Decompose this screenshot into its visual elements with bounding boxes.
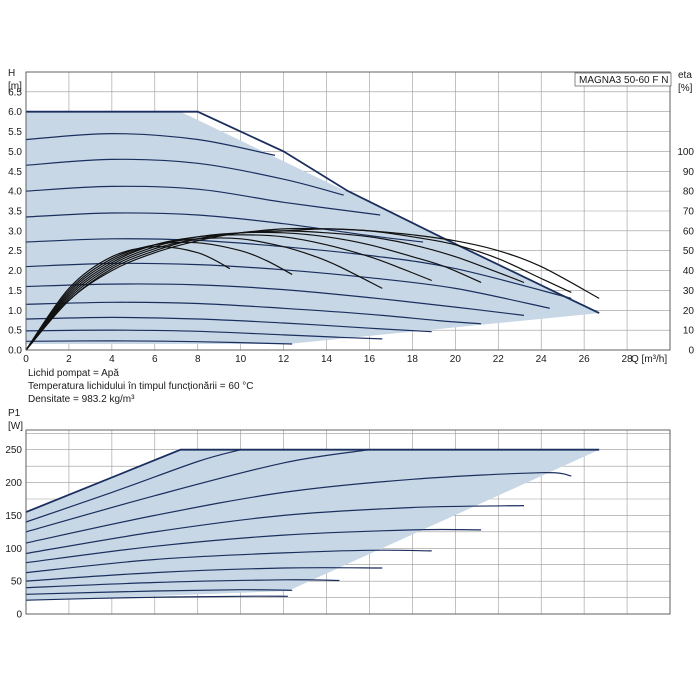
efficiency-tick: 20 [683, 306, 695, 317]
power-curve [25, 579, 340, 589]
flow-axis-label: Q [m³/h] [631, 354, 667, 365]
efficiency-tick: 30 [683, 286, 695, 297]
efficiency-curve [25, 228, 600, 351]
efficiency-tick: 90 [683, 167, 695, 178]
efficiency-tick-labels: 0 10 20 30 40 50 60 70 80 90 100 [677, 147, 694, 357]
efficiency-axis-unit: [%] [678, 83, 693, 94]
power-curve [25, 449, 241, 523]
efficiency-tick: 50 [683, 246, 695, 257]
efficiency-tick: 100 [677, 147, 694, 158]
fluid-note: Lichid pompat = Apă [28, 368, 119, 379]
flow-tick-label: 28 [622, 354, 634, 365]
head-tick-label: 1.5 [8, 286, 22, 297]
head-tick-label: 3.5 [8, 207, 22, 218]
flow-tick-label: 24 [536, 354, 548, 365]
head-tick-label: 5.0 [8, 147, 22, 158]
flow-tick-label: 20 [450, 354, 462, 365]
model-label: MAGNA3 50-60 F N [579, 75, 668, 86]
efficiency-curve [25, 241, 293, 351]
power-curve [25, 448, 600, 513]
temperature-note: Temperatura lichidului în timpul funcțio… [28, 381, 254, 392]
head-tick-label: 4.0 [8, 187, 22, 198]
power-tick-label: 250 [5, 445, 22, 456]
efficiency-tick: 60 [683, 226, 695, 237]
head-tick-label: 4.5 [8, 167, 22, 178]
head-y-tick-labels: 0.0 0.5 1.0 1.5 2.0 2.5 3.0 3.5 4.0 4.5 5.0 5.5 6.0 6… [8, 87, 22, 356]
flow-tick-label: 10 [235, 354, 247, 365]
power-curve [25, 549, 432, 574]
power-axis-unit: [W] [8, 421, 23, 432]
power-envelope-area [26, 449, 600, 601]
power-curves [25, 448, 600, 601]
head-curve [26, 110, 600, 314]
flow-tick-label: 18 [407, 354, 419, 365]
efficiency-curve [25, 246, 231, 351]
head-tick-label: 3.0 [8, 226, 22, 237]
power-y-tick-labels: 0 50 100 150 200 250 [5, 445, 22, 620]
power-curve [25, 449, 370, 533]
flow-tick-label: 14 [321, 354, 333, 365]
efficiency-tick: 70 [683, 207, 695, 218]
head-chart: 0 2 4 6 8 10 12 14 16 18 20 22 24 26 28 0.00.51.01.52.… [8, 68, 694, 365]
power-curve [25, 505, 525, 555]
head-tick-label: 1.0 [8, 306, 22, 317]
model-label-box [574, 72, 672, 87]
power-tick-label: 100 [5, 544, 22, 555]
flow-tick-label: 2 [66, 354, 72, 365]
power-chart: 0 50 100 150 200 250 P1 [W] [5, 408, 671, 621]
head-tick-label: 0.0 [8, 346, 22, 357]
efficiency-tick: 0 [688, 346, 694, 357]
power-chart-frame [25, 429, 671, 615]
efficiency-axis-label: eta [678, 70, 692, 81]
head-tick-label: 0.5 [8, 326, 22, 337]
head-x-tick-labels: 0 2 4 6 8 10 12 14 16 18 20 22 24 26 28 [23, 354, 633, 365]
head-tick-label: 6.5 [8, 87, 22, 98]
flow-tick-label: 6 [152, 354, 158, 365]
power-curve [25, 567, 383, 582]
flow-tick-label: 16 [364, 354, 376, 365]
efficiency-curve [25, 227, 572, 351]
power-curve [25, 595, 288, 601]
efficiency-curves [25, 227, 600, 351]
efficiency-tick: 40 [683, 266, 695, 277]
power-tick-label: 200 [5, 478, 22, 489]
flow-tick-label: 26 [579, 354, 591, 365]
flow-tick-label: 8 [195, 354, 201, 365]
head-curve [25, 316, 432, 333]
head-chart-frame [25, 71, 671, 351]
power-tick-label: 150 [5, 511, 22, 522]
flow-tick-label: 12 [278, 354, 290, 365]
head-curve [25, 340, 293, 345]
efficiency-curve [25, 231, 482, 351]
efficiency-tick: 80 [683, 187, 695, 198]
flow-tick-label: 4 [109, 354, 115, 365]
head-curve [25, 185, 381, 216]
power-tick-label: 50 [11, 577, 23, 588]
head-curve [25, 132, 276, 156]
head-curve [25, 329, 383, 340]
head-axis-label: H [8, 68, 15, 79]
power-curve [25, 589, 293, 595]
head-tick-label: 6.0 [8, 107, 22, 118]
efficiency-curve [25, 237, 383, 351]
efficiency-tick: 10 [683, 326, 695, 337]
head-axis-unit: [m] [8, 81, 22, 92]
head-curve [25, 283, 525, 316]
power-axis-label: P1 [8, 408, 21, 419]
flow-tick-label: 22 [493, 354, 505, 365]
flow-tick-label: 0 [23, 354, 29, 365]
power-curve [25, 472, 572, 544]
head-tick-label: 5.5 [8, 127, 22, 138]
power-curve [25, 528, 482, 564]
density-note: Densitate = 983.2 kg/m³ [28, 394, 135, 405]
head-curve [25, 158, 344, 196]
head-tick-label: 2.0 [8, 266, 22, 277]
head-curve [25, 212, 424, 243]
head-tick-label: 2.5 [8, 246, 22, 257]
head-curve [25, 301, 482, 325]
efficiency-curve [25, 234, 432, 351]
power-tick-label: 0 [16, 610, 22, 621]
efficiency-curve [25, 230, 525, 351]
